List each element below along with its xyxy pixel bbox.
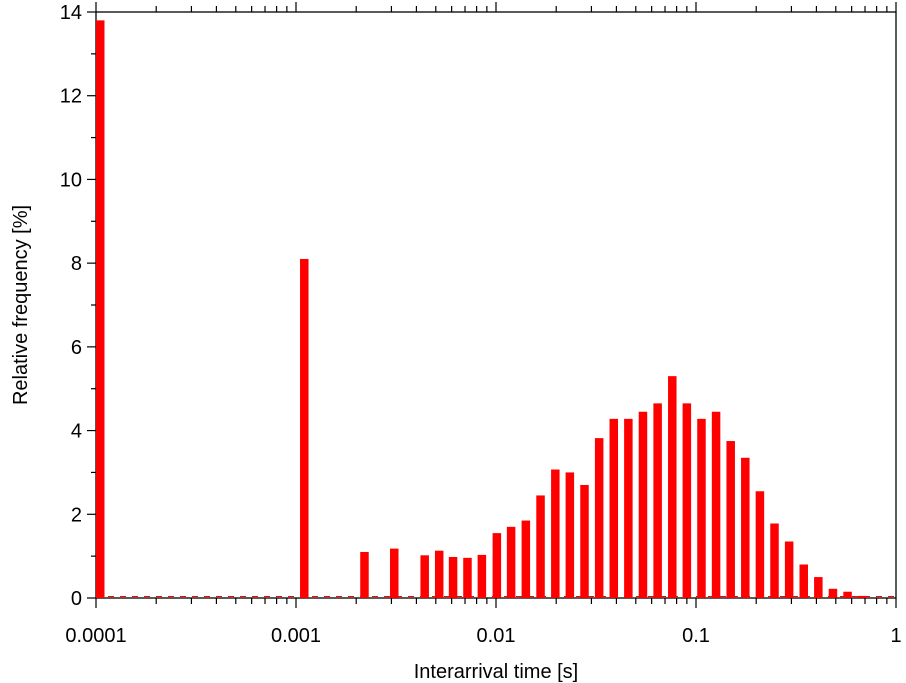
bar (726, 441, 735, 598)
bar (784, 541, 794, 598)
y-axis-ticks: 0 2 4 6 8 10 12 14 (60, 2, 96, 610)
x-axis-ticks: 0.0001 0.001 0.01 0.1 1 (65, 2, 902, 647)
bar (551, 469, 560, 598)
x-tick-label: 0.001 (271, 625, 321, 647)
bar (96, 20, 105, 599)
bar (565, 472, 575, 598)
y-tick-label: 10 (60, 169, 82, 191)
bar (828, 588, 838, 598)
bar (770, 523, 779, 598)
bar (843, 591, 852, 598)
bar (594, 438, 604, 598)
bar (492, 533, 502, 598)
x-tick-label: 0.1 (682, 625, 710, 647)
bar (682, 403, 692, 598)
bar (857, 595, 867, 598)
bar (580, 484, 589, 598)
bar (638, 411, 648, 598)
x-tick-label: 0.0001 (65, 625, 126, 647)
bar (653, 403, 662, 598)
y-axis-title: Relative frequency [%] (10, 205, 32, 405)
bar (755, 491, 765, 598)
y-tick-label: 0 (71, 588, 82, 610)
bar (521, 520, 531, 598)
bar (360, 551, 369, 598)
x-axis-title: Interarrival time [s] (414, 661, 578, 683)
bars-layer (96, 20, 867, 599)
y-tick-label: 4 (71, 421, 82, 443)
bar (420, 555, 429, 598)
y-tick-label: 6 (71, 337, 82, 359)
plot-frame (95, 11, 897, 599)
bar (390, 548, 399, 598)
bar (624, 418, 633, 598)
bar (697, 418, 706, 598)
bar (799, 564, 808, 598)
y-tick-label: 8 (71, 253, 82, 275)
bar (506, 526, 516, 598)
bar (477, 554, 487, 598)
bar (741, 457, 750, 598)
bar (448, 556, 458, 598)
y-tick-label: 14 (60, 2, 82, 24)
bar (711, 411, 721, 598)
bar (814, 577, 823, 598)
bar (668, 376, 677, 598)
y-tick-label: 12 (60, 86, 82, 108)
x-tick-label: 0.01 (477, 625, 516, 647)
bar (300, 258, 309, 598)
bar (434, 550, 444, 598)
bar (609, 418, 619, 598)
x-tick-label: 1 (890, 625, 901, 647)
bar (536, 495, 545, 598)
bar (463, 557, 472, 598)
y-tick-label: 2 (71, 504, 82, 526)
